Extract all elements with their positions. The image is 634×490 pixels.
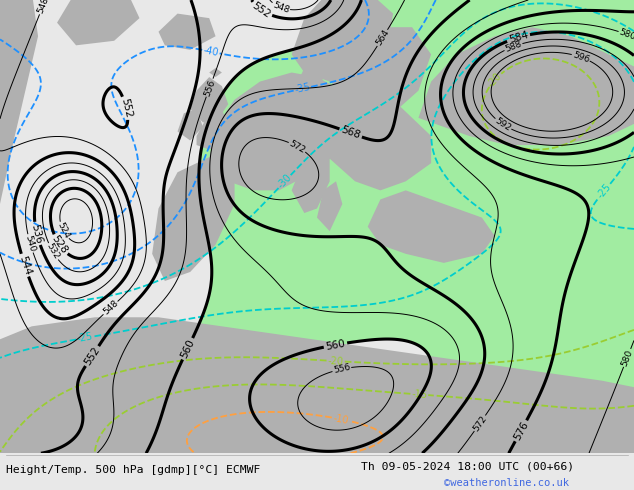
Polygon shape	[298, 64, 323, 91]
Polygon shape	[292, 145, 330, 213]
Text: 528: 528	[50, 234, 70, 256]
Text: 544: 544	[17, 254, 32, 276]
Text: 560: 560	[325, 338, 346, 352]
Text: 548: 548	[101, 299, 120, 317]
Text: 540: 540	[23, 234, 37, 253]
Polygon shape	[330, 27, 431, 118]
Text: -10: -10	[332, 413, 349, 426]
Text: 556: 556	[332, 363, 351, 375]
Polygon shape	[152, 154, 235, 281]
Text: 596: 596	[571, 50, 591, 64]
Polygon shape	[158, 14, 216, 50]
Polygon shape	[190, 77, 228, 122]
Polygon shape	[197, 109, 228, 149]
Text: 560: 560	[179, 338, 197, 360]
Text: 588: 588	[503, 39, 523, 54]
Text: 548: 548	[271, 0, 290, 15]
Text: -40: -40	[202, 45, 219, 58]
Text: 568: 568	[340, 125, 362, 141]
Text: 556: 556	[202, 78, 217, 98]
Polygon shape	[292, 0, 393, 82]
Text: 572: 572	[471, 414, 489, 433]
Text: 548: 548	[36, 0, 51, 15]
Text: -35: -35	[294, 82, 311, 96]
Polygon shape	[418, 27, 634, 145]
Text: Height/Temp. 500 hPa [gdmp][°C] ECMWF: Height/Temp. 500 hPa [gdmp][°C] ECMWF	[6, 465, 261, 475]
Text: ©weatheronline.co.uk: ©weatheronline.co.uk	[444, 478, 569, 489]
Text: 532: 532	[45, 242, 61, 261]
Text: 580: 580	[618, 27, 634, 42]
Text: 524: 524	[55, 221, 71, 240]
Text: 552: 552	[82, 345, 101, 367]
Polygon shape	[0, 0, 38, 226]
Text: 552: 552	[119, 98, 133, 119]
Text: 572: 572	[288, 139, 307, 155]
Text: 580: 580	[620, 348, 634, 368]
Text: -20: -20	[327, 356, 344, 367]
Text: 592: 592	[493, 116, 513, 133]
Text: -25: -25	[76, 332, 94, 344]
Polygon shape	[317, 91, 431, 191]
Text: 564: 564	[374, 28, 391, 48]
Text: -25: -25	[595, 181, 614, 200]
Text: -30: -30	[276, 172, 294, 191]
Polygon shape	[368, 191, 495, 263]
Text: Th 09-05-2024 18:00 UTC (00+66): Th 09-05-2024 18:00 UTC (00+66)	[361, 461, 574, 471]
Polygon shape	[178, 109, 203, 141]
Text: -15: -15	[411, 389, 427, 400]
Polygon shape	[209, 73, 355, 191]
Polygon shape	[0, 318, 634, 463]
Polygon shape	[209, 68, 222, 77]
Text: -20: -20	[486, 71, 504, 89]
Text: 552: 552	[250, 0, 273, 20]
Polygon shape	[317, 181, 342, 231]
Text: 584: 584	[507, 30, 529, 45]
Polygon shape	[57, 0, 139, 46]
Text: 536: 536	[30, 223, 44, 245]
Text: 576: 576	[512, 420, 530, 442]
